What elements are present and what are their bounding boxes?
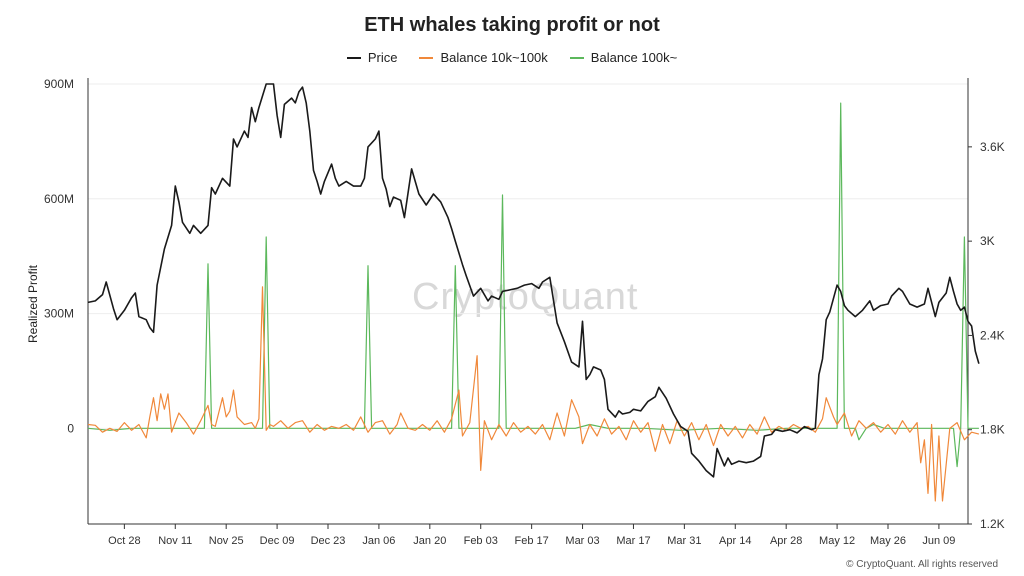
legend-swatch-price: [346, 56, 361, 59]
x-tick-label-14: May 12: [819, 535, 855, 547]
x-tick-label-4: Dec 23: [311, 535, 346, 547]
x-tick-label-11: Mar 31: [667, 535, 701, 547]
x-tick-label-16: Jun 09: [922, 535, 955, 547]
chart-legend: Price Balance 10k~100k Balance 100k~: [0, 50, 1024, 65]
copyright-text: © CryptoQuant. All rights reserved: [846, 559, 998, 570]
x-tick-label-8: Feb 17: [515, 535, 549, 547]
grid-layer: [88, 83, 968, 429]
legend-swatch-balance-10k-100k: [419, 56, 434, 59]
y-tick-label-right-0: 1.2K: [980, 517, 1005, 531]
y-tick-label-right-2: 2.4K: [980, 328, 1005, 342]
y-tick-label-left-3: 900M: [44, 77, 74, 91]
legend-item-price[interactable]: Price: [346, 50, 398, 65]
y-tick-label-right-3: 3K: [980, 234, 995, 248]
legend-swatch-balance-100k: [569, 56, 584, 59]
y-tick-label-left-2: 600M: [44, 192, 74, 206]
legend-item-balance-10k-100k[interactable]: Balance 10k~100k: [419, 50, 548, 65]
x-tick-label-3: Dec 09: [260, 535, 295, 547]
chart-title: ETH whales taking profit or not: [364, 14, 660, 36]
legend-label-balance-100k: Balance 100k~: [590, 50, 678, 65]
x-tick-label-2: Nov 25: [209, 535, 244, 547]
x-tick-label-15: May 26: [870, 535, 906, 547]
legend-item-balance-100k[interactable]: Balance 100k~: [569, 50, 678, 65]
x-tick-label-0: Oct 28: [108, 535, 140, 547]
watermark: CryptoQuant: [412, 276, 639, 318]
y-tick-label-right-4: 3.6K: [980, 140, 1005, 154]
x-tick-label-13: Apr 28: [770, 535, 802, 547]
y-tick-label-left-1: 300M: [44, 307, 74, 321]
x-tick-label-12: Apr 14: [719, 535, 751, 547]
y-axis-title: Realized Profit: [26, 264, 40, 343]
x-tick-label-7: Feb 03: [464, 535, 498, 547]
y-tick-label-right-1: 1.8K: [980, 423, 1005, 437]
legend-label-price: Price: [367, 50, 398, 65]
legend-label-balance-10k-100k: Balance 10k~100k: [440, 50, 548, 65]
y-tick-label-left-0: 0: [67, 421, 74, 435]
x-tick-label-1: Nov 11: [158, 535, 192, 547]
x-tick-label-9: Mar 03: [565, 535, 599, 547]
x-tick-label-6: Jan 20: [413, 535, 446, 547]
x-tick-label-10: Mar 17: [616, 535, 650, 547]
x-tick-label-5: Jan 06: [362, 535, 395, 547]
